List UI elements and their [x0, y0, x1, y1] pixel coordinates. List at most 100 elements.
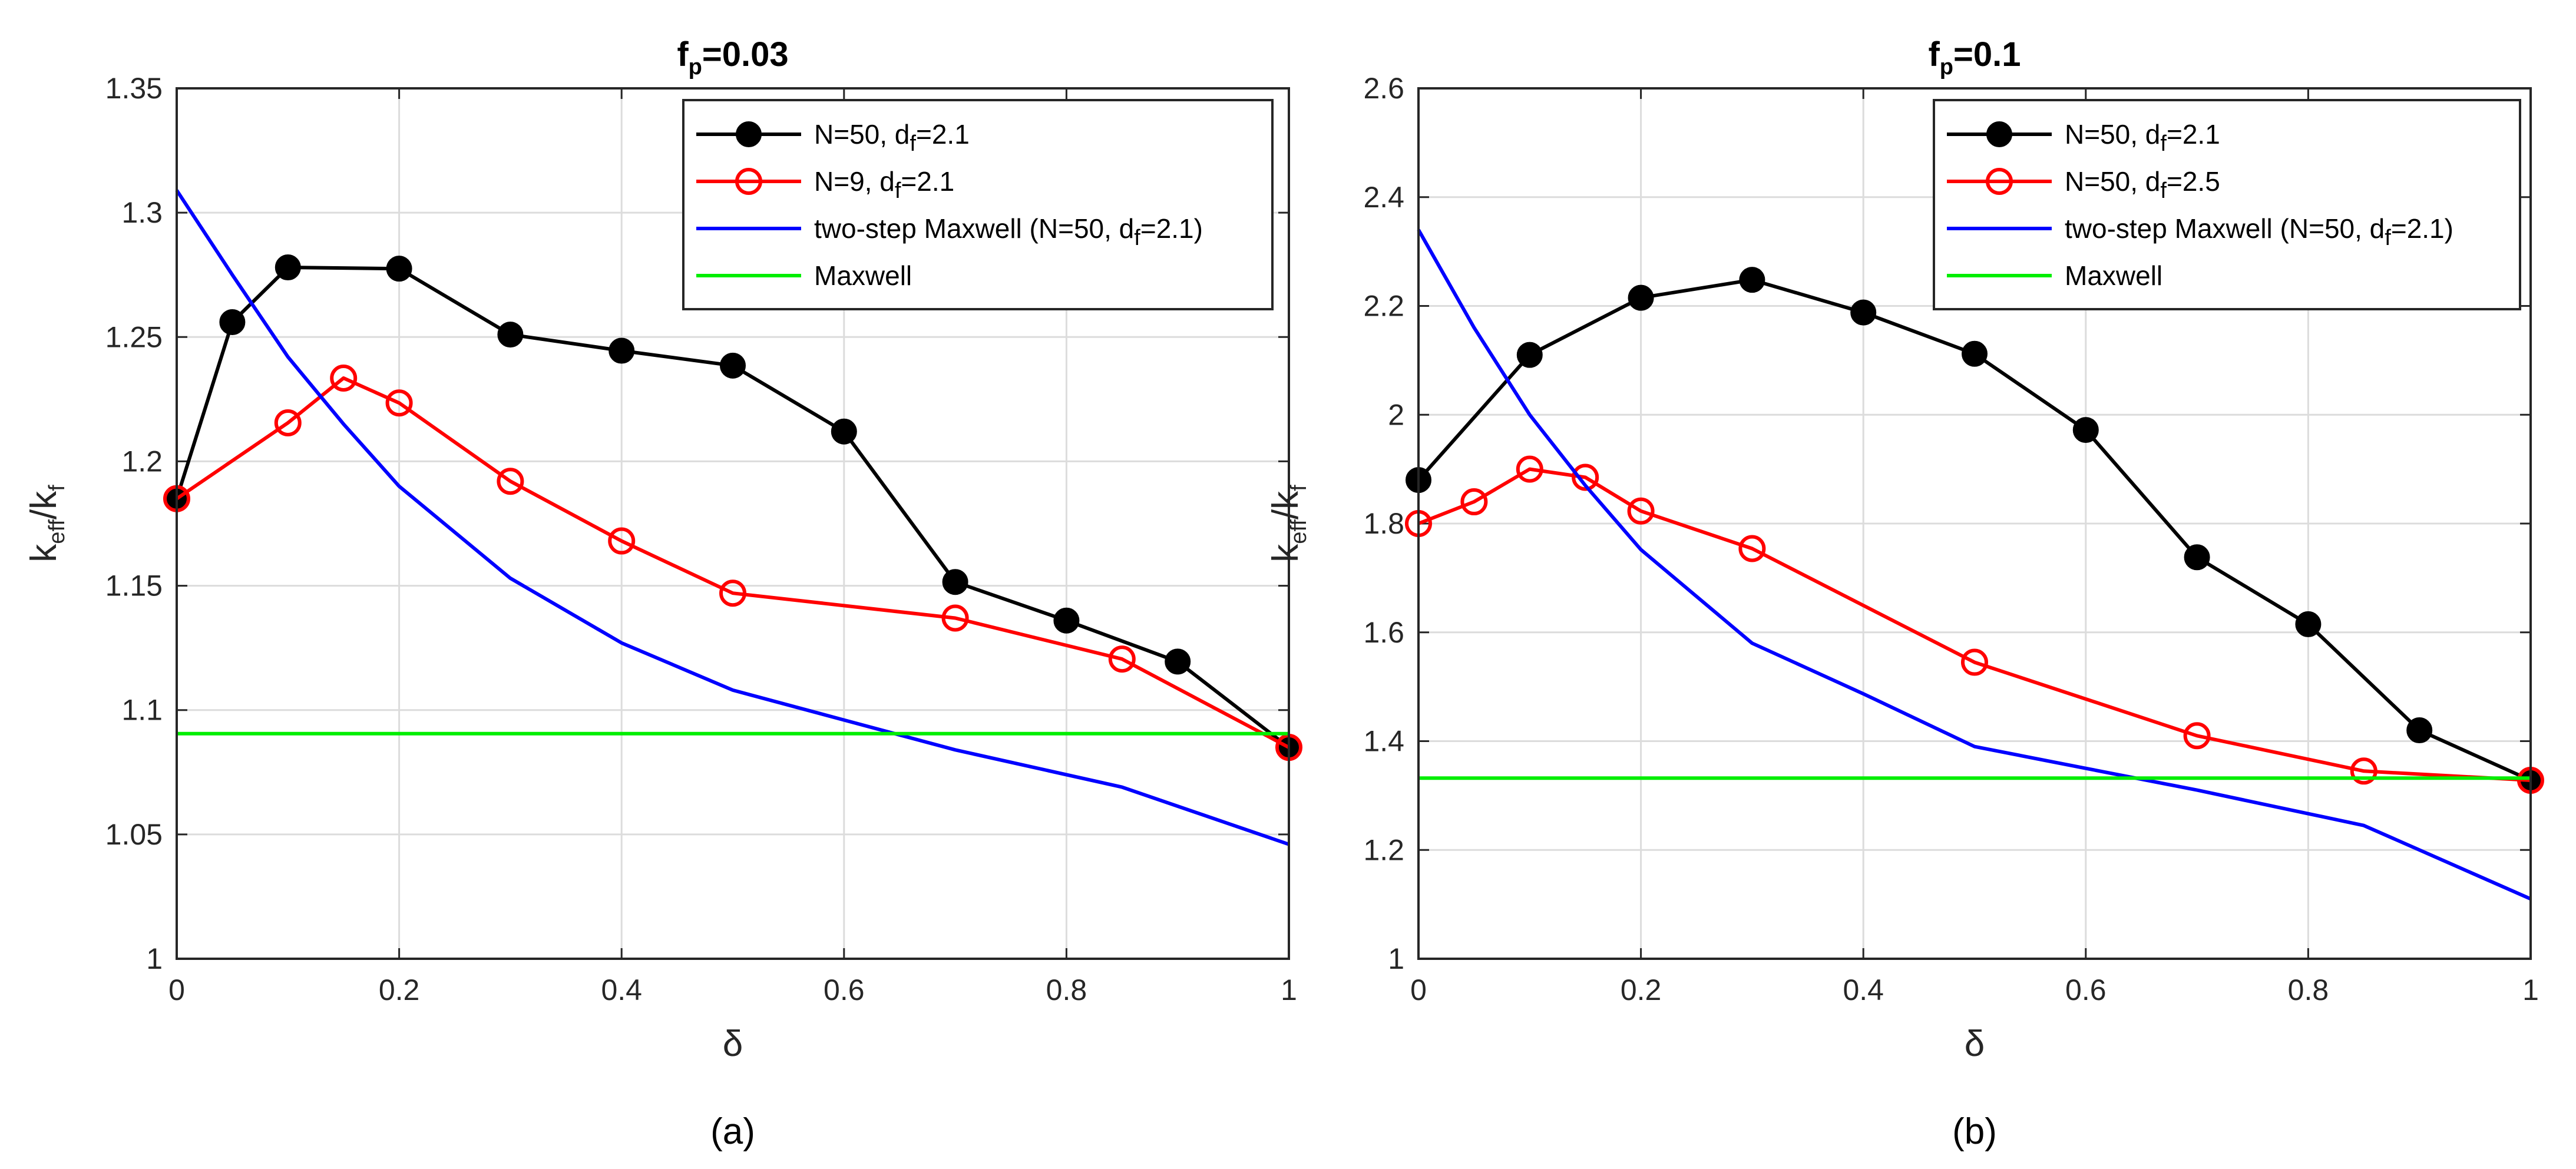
legend-label-main: N=50, d	[814, 119, 910, 150]
chart-title: fp=0.1	[1928, 35, 2021, 80]
data-point	[274, 409, 302, 436]
legend-item-4: Maxwell	[696, 260, 912, 291]
title-base: f	[1928, 35, 1940, 74]
x-tick-label: 0.4	[601, 973, 642, 1006]
legend-label: N=50, df=2.5	[2065, 166, 2220, 203]
legend-label-main: N=50, d	[2065, 119, 2160, 150]
y-tick-label: 2	[1388, 398, 1404, 431]
data-point	[2184, 544, 2210, 571]
data-point	[720, 352, 746, 379]
data-point	[1850, 299, 1877, 326]
legend-label: two-step Maxwell (N=50, df=2.1)	[2065, 213, 2453, 250]
legend-box	[682, 99, 1274, 310]
legend-label-subscript: f	[910, 131, 916, 156]
legend-label-subscript: f	[895, 178, 901, 203]
ylabel-k: k	[24, 544, 64, 562]
panel-caption: (b)	[1952, 1111, 1997, 1152]
panel-caption: (a)	[710, 1111, 755, 1152]
legend-item-1: N=50, df=2.1	[696, 119, 970, 156]
data-point	[1572, 463, 1599, 491]
data-point	[219, 309, 246, 335]
data-point	[2350, 757, 2377, 785]
data-point	[1165, 648, 1191, 675]
legend-label-rest: =2.5	[2167, 166, 2220, 197]
y-tick-label: 2.6	[1363, 72, 1404, 105]
legend-item-3: two-step Maxwell (N=50, df=2.1)	[1947, 213, 2453, 250]
data-point	[1053, 607, 1080, 634]
data-point	[1738, 535, 1766, 562]
legend-label-main: Maxwell	[814, 260, 912, 291]
series-2	[1405, 455, 2544, 794]
data-point	[497, 322, 524, 348]
legend-label: N=9, df=2.1	[814, 166, 954, 203]
legend-marker	[1986, 121, 2012, 147]
legend-label-main: two-step Maxwell (N=50, d	[814, 213, 1134, 244]
ylabel-slash-k: /k	[24, 491, 64, 519]
y-tick-label: 1	[146, 942, 163, 975]
title-subscript: p	[1940, 55, 1953, 80]
chart-panel-2: 0 0.2 0.4 0.6 0.8 111.21.41.61.822.22.42.6fp=…	[1265, 35, 2544, 1152]
legend-label-subscript: f	[2160, 131, 2167, 156]
data-point	[2295, 611, 2322, 637]
y-tick-label: 1.35	[105, 72, 163, 105]
ylabel-sub-eff: eff	[1287, 519, 1311, 544]
series-line	[1417, 228, 2532, 901]
data-point	[1108, 645, 1136, 673]
y-tick-label: 1.05	[105, 818, 163, 851]
series-1	[164, 254, 1302, 761]
x-tick-label: 0.4	[1843, 973, 1884, 1006]
legend-label-rest: =2.1	[2167, 119, 2220, 150]
y-tick-label: 2.4	[1363, 181, 1404, 214]
y-tick-label: 1	[1388, 942, 1404, 975]
ylabel-sub-f: f	[45, 485, 70, 491]
x-tick-label: 0	[1410, 973, 1427, 1006]
legend-marker	[1986, 168, 2013, 195]
x-tick-label: 0.6	[2065, 973, 2107, 1006]
series-3	[1417, 228, 2532, 901]
legend-label-main: two-step Maxwell (N=50, d	[2065, 213, 2385, 244]
x-tick-label: 0	[168, 973, 185, 1006]
y-axis-label: keff/kf	[24, 485, 70, 562]
data-point	[2406, 717, 2433, 744]
y-tick-label: 1.8	[1363, 507, 1404, 540]
legend-item-2: N=50, df=2.5	[1947, 166, 2220, 203]
title-rest: =0.1	[1953, 35, 2021, 74]
data-point	[1628, 284, 1654, 311]
x-axis-label: δ	[1965, 1024, 1985, 1064]
ylabel-slash-k: /k	[1265, 491, 1306, 519]
data-point	[2072, 417, 2099, 443]
data-point	[1460, 488, 1488, 516]
x-tick-label: 0.8	[1046, 973, 1087, 1006]
ylabel-sub-f: f	[1287, 485, 1311, 491]
data-point	[941, 604, 969, 632]
ylabel-sub-eff: eff	[45, 519, 70, 544]
ylabel-k: k	[1265, 544, 1306, 562]
legend-label: N=50, df=2.1	[2065, 119, 2220, 156]
legend-label: Maxwell	[814, 260, 912, 291]
legend-item-2: N=9, df=2.1	[696, 166, 954, 203]
legend-label-main: Maxwell	[2065, 260, 2162, 291]
data-point	[942, 569, 968, 595]
title-base: f	[677, 35, 689, 74]
data-point	[386, 256, 412, 282]
data-point	[275, 254, 301, 281]
data-point	[831, 418, 857, 445]
title-subscript: p	[689, 55, 702, 80]
legend-label-main: N=50, d	[2065, 166, 2160, 197]
x-tick-label: 0.6	[824, 973, 865, 1006]
data-point	[1961, 648, 1988, 676]
y-tick-label: 1.2	[1363, 833, 1404, 866]
axes-box	[176, 87, 1290, 960]
legend-label-rest: =2.1	[916, 119, 970, 150]
x-tick-label: 1	[2522, 973, 2539, 1006]
x-tick-label: 0.2	[1621, 973, 1662, 1006]
legend-marker	[735, 168, 762, 195]
legend-label-subscript: f	[2385, 226, 2391, 250]
legend-label-rest: =2.1)	[2391, 213, 2453, 244]
data-point	[719, 579, 746, 607]
legend-label-subscript: f	[2160, 178, 2167, 203]
y-tick-label: 1.15	[105, 569, 163, 602]
series-1	[1406, 267, 2544, 794]
